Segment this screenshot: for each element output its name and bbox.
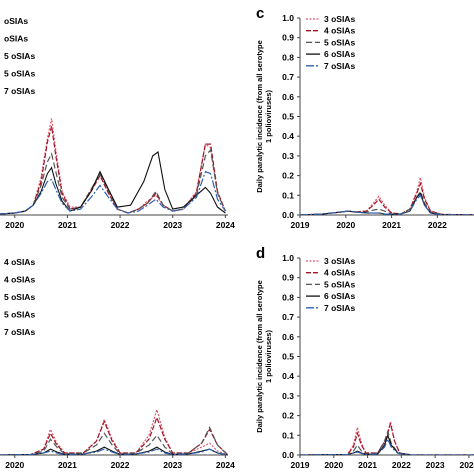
legend-label: 7 oSIAs: [4, 327, 35, 337]
legend-label: 3 oSIAs: [324, 256, 355, 266]
y-tick-label: 0.2: [282, 171, 294, 181]
y-tick-label: 0.1: [282, 190, 294, 200]
legend-label: 4 oSIAs: [4, 275, 35, 285]
x-tick-label: 2022: [392, 460, 411, 470]
y-tick-label: 0.5: [282, 112, 294, 122]
legend-label: oSIAs: [4, 34, 28, 44]
legend-label: 7 oSIAs: [324, 61, 355, 71]
x-tick-label: 2021: [58, 460, 77, 470]
legend-label: 4 oSIAs: [324, 26, 355, 36]
legend-label: 5 oSIAs: [4, 51, 35, 61]
legend-label: 5 oSIAs: [4, 69, 35, 79]
series-line-3-osias: [0, 407, 228, 455]
series-line-6-osias: [300, 433, 474, 455]
series-line-6-osias: [0, 151, 226, 215]
y-tick-label: 0.8: [282, 292, 294, 302]
x-tick-label: 2022: [428, 220, 447, 230]
x-tick-label: 2020: [336, 220, 355, 230]
x-tick-label: 2021: [358, 460, 377, 470]
panel-letter: c: [256, 5, 264, 22]
y-tick-label: 0.7: [282, 312, 294, 322]
legend-label: 7 oSIAs: [4, 86, 35, 96]
x-tick-label: 2021: [58, 220, 77, 230]
legend: 4 oSIAs 4 oSIAs 5 oSIAs 5 oSIAs 7 oSIAs: [4, 257, 35, 337]
series-line-3-osias: [300, 177, 474, 215]
legend-label: 3 oSIAs: [324, 14, 355, 24]
y-tick-label: 0.6: [282, 332, 294, 342]
panel-a: 2020 2021 2022 2023 2024 oSIAs oSIAs 5 oSIAs 5 o…: [0, 16, 235, 230]
series-line-4-osias: [0, 126, 226, 215]
y-tick-label: 0.0: [282, 210, 294, 220]
x-tick-label: 2020: [5, 460, 24, 470]
series-line-5-osias: [300, 190, 474, 215]
x-tick-label: 2023: [163, 220, 182, 230]
x-tick-label: 2021: [382, 220, 401, 230]
legend-label: 6 oSIAs: [324, 49, 355, 59]
x-tick-label: 2024: [216, 220, 235, 230]
series-line-5-osias: [0, 425, 228, 455]
panel-b: 2020 2021 2022 2023 2024 4 oSIAs 4 oSIAs 5 oSIA…: [0, 257, 235, 470]
y-tick-label: 0.1: [282, 430, 294, 440]
legend-label: 7 oSIAs: [324, 303, 355, 313]
legend-label: 4 oSIAs: [324, 268, 355, 278]
series-line-7-osias: [300, 437, 474, 455]
y-axis-title-line2: 1 polioviruses): [264, 330, 273, 383]
y-tick-label: 0.3: [282, 151, 294, 161]
series-line-6-osias: [300, 192, 474, 215]
x-tick-label: 2019: [291, 220, 310, 230]
x-tick-label: 2024: [459, 460, 474, 470]
y-tick-label: 0.9: [282, 273, 294, 283]
y-tick-label: 0.4: [282, 371, 294, 381]
series-line-7-osias: [300, 194, 474, 215]
x-tick-label: 2019: [291, 460, 310, 470]
y-tick-label: 0.5: [282, 352, 294, 362]
y-axis-title: Daily paralytic incidence (from all sero…: [255, 40, 264, 193]
legend-label: 6 oSIAs: [324, 291, 355, 301]
y-tick-label: 0.7: [282, 72, 294, 82]
y-tick-label: 0.8: [282, 52, 294, 62]
y-tick-label: 0.4: [282, 131, 294, 141]
series-line-5-osias: [300, 429, 474, 455]
x-tick-label: 2022: [111, 220, 130, 230]
x-tick-label: 2020: [5, 220, 24, 230]
x-tick-label: 2023: [426, 460, 445, 470]
y-tick-label: 0.0: [282, 450, 294, 460]
legend-label: 5 oSIAs: [324, 279, 355, 289]
panel-c: 0.0 0.1 0.2 0.3 0.4 0.5 0.6 0.7 0.8 0.9 1.0 Daily p…: [255, 5, 474, 230]
legend-label: 5 oSIAs: [4, 292, 35, 302]
legend-label: 5 oSIAs: [4, 310, 35, 320]
y-tick-label: 0.2: [282, 411, 294, 421]
series-line-7-osias: [0, 170, 226, 215]
legend-label: oSIAs: [4, 16, 28, 26]
panel-letter: d: [256, 245, 265, 262]
y-tick-label: 1.0: [282, 253, 294, 263]
y-axis-title-line2: 1 polioviruses): [264, 90, 273, 143]
x-tick-label: 2020: [324, 460, 343, 470]
x-tick-label: 2023: [163, 460, 182, 470]
legend: oSIAs oSIAs 5 oSIAs 5 oSIAs 7 oSIAs: [4, 16, 35, 96]
y-tick-label: 0.9: [282, 33, 294, 43]
y-axis-title: Daily paralytic incidence (from all sero…: [255, 280, 264, 433]
y-tick-label: 0.3: [282, 391, 294, 401]
panel-d: 0.0 0.1 0.2 0.3 0.4 0.5 0.6 0.7 0.8 0.9 1.0 Daily p…: [255, 245, 474, 470]
legend-label: 5 oSIAs: [324, 37, 355, 47]
y-tick-label: 1.0: [282, 13, 294, 23]
x-tick-label: 2022: [111, 460, 130, 470]
series-line-4-osias: [300, 181, 474, 215]
legend-label: 4 oSIAs: [4, 257, 35, 267]
y-tick-label: 0.6: [282, 92, 294, 102]
x-tick-label: 2024: [216, 460, 235, 470]
series-line-7-osias: [0, 448, 228, 455]
